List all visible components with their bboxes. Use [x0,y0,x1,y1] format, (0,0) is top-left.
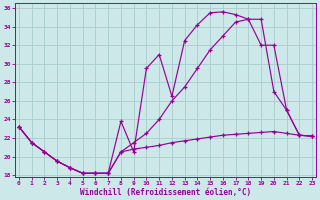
X-axis label: Windchill (Refroidissement éolien,°C): Windchill (Refroidissement éolien,°C) [80,188,251,197]
